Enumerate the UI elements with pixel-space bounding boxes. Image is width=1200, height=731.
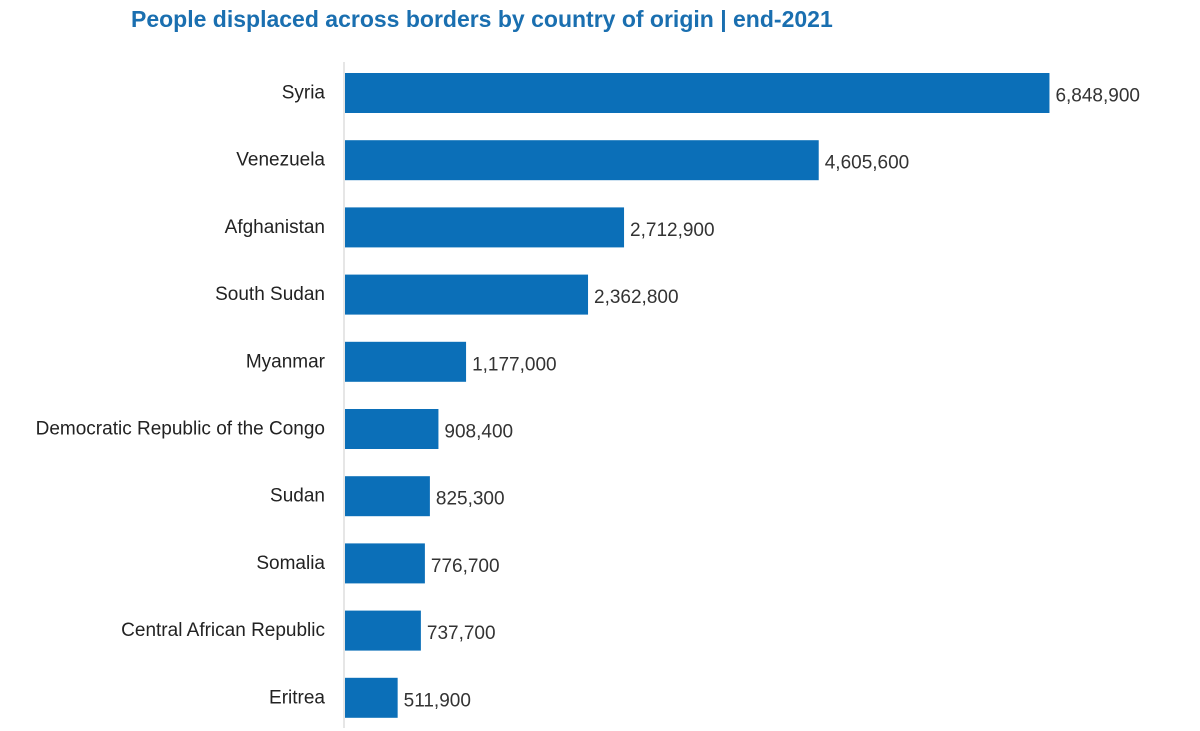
bars-group: [345, 73, 1050, 718]
bar-4: [345, 341, 467, 382]
bar-7: [345, 543, 425, 584]
category-label: Democratic Republic of the Congo: [36, 419, 325, 440]
data-label: 2,712,900: [630, 220, 715, 241]
category-label: Central African Republic: [121, 620, 325, 641]
data-label: 4,605,600: [825, 153, 910, 174]
data-label: 776,700: [431, 556, 500, 577]
bar-5: [345, 409, 439, 449]
value-labels: 6,848,900 4,605,600 2,712,900 2,362,800 1,17…: [404, 86, 1140, 712]
category-label: Syria: [282, 83, 326, 104]
category-label: Somalia: [256, 553, 325, 574]
data-label: 511,900: [404, 690, 471, 711]
bar-3: [345, 274, 589, 315]
category-label: Eritrea: [269, 687, 325, 708]
bar-0: [345, 73, 1050, 113]
category-label: Sudan: [270, 486, 325, 507]
data-label: 737,700: [427, 623, 496, 644]
category-label: Myanmar: [246, 351, 326, 372]
data-label: 6,848,900: [1055, 86, 1140, 107]
category-label: Afghanistan: [225, 217, 325, 238]
bar-8: [345, 610, 421, 651]
data-label: 825,300: [436, 489, 505, 510]
data-label: 908,400: [444, 422, 513, 443]
bar-6: [345, 476, 430, 517]
chart-title: People displaced across borders by count…: [131, 6, 833, 32]
category-label: Venezuela: [236, 150, 325, 171]
data-label: 1,177,000: [472, 354, 557, 375]
category-label: South Sudan: [215, 284, 325, 305]
bar-9: [345, 677, 398, 718]
category-labels: Syria Venezuela Afghanistan South Sudan Myan…: [36, 83, 326, 709]
bar-2: [345, 207, 625, 248]
bar-1: [345, 140, 819, 181]
data-label: 2,362,800: [594, 287, 679, 308]
